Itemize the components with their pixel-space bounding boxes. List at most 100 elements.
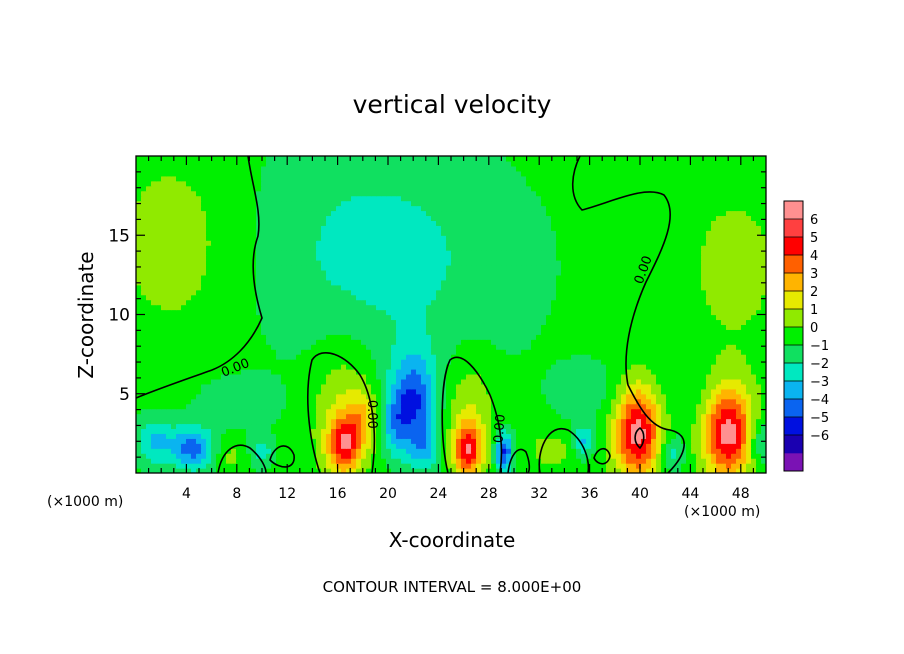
field-cell bbox=[221, 398, 227, 405]
field-cell bbox=[611, 468, 617, 473]
field-cell bbox=[261, 324, 267, 330]
field-cell bbox=[411, 329, 417, 335]
field-cell bbox=[541, 438, 547, 444]
field-cell bbox=[176, 428, 182, 434]
field-cell bbox=[276, 403, 282, 410]
field-cell bbox=[736, 304, 742, 311]
field-cell bbox=[261, 299, 267, 306]
field-cell bbox=[241, 334, 247, 340]
field-cell bbox=[166, 443, 172, 449]
field-cell bbox=[661, 349, 667, 355]
field-cell bbox=[526, 423, 532, 430]
field-cell bbox=[756, 368, 762, 375]
field-cell bbox=[201, 468, 207, 473]
field-cell bbox=[711, 344, 717, 350]
field-cell bbox=[691, 378, 697, 385]
field-cell bbox=[661, 364, 667, 370]
field-cell bbox=[666, 378, 672, 385]
field-cell bbox=[346, 294, 352, 301]
field-cell bbox=[641, 359, 647, 365]
field-cell bbox=[591, 339, 597, 345]
field-cell bbox=[721, 364, 727, 370]
field-cell bbox=[451, 359, 457, 365]
field-cell bbox=[156, 319, 162, 325]
field-cell bbox=[171, 299, 177, 306]
field-cell bbox=[591, 368, 597, 375]
field-cell bbox=[641, 314, 647, 321]
field-cell bbox=[461, 433, 467, 439]
field-cell bbox=[151, 393, 157, 400]
field-cell bbox=[241, 359, 247, 365]
field-cell bbox=[236, 428, 242, 434]
field-cell bbox=[636, 364, 642, 370]
field-cell bbox=[281, 339, 287, 345]
field-cell bbox=[396, 334, 402, 340]
field-cell bbox=[336, 299, 342, 306]
field-cell bbox=[201, 403, 207, 410]
field-cell bbox=[401, 393, 407, 400]
field-cell bbox=[291, 284, 297, 291]
field-cell bbox=[726, 398, 732, 405]
field-cell bbox=[621, 359, 627, 365]
field-cell bbox=[281, 289, 287, 296]
field-cell bbox=[706, 428, 712, 434]
field-cell bbox=[246, 408, 252, 415]
field-cell bbox=[296, 349, 302, 355]
field-cell bbox=[616, 393, 622, 400]
field-cell bbox=[736, 398, 742, 405]
field-cell bbox=[496, 403, 502, 410]
field-cell bbox=[681, 453, 687, 459]
field-cell bbox=[506, 274, 512, 281]
field-cell bbox=[146, 284, 152, 291]
field-cell bbox=[411, 274, 417, 281]
field-cell bbox=[626, 309, 632, 316]
field-cell bbox=[451, 329, 457, 335]
field-cell bbox=[746, 388, 752, 395]
field-cell bbox=[621, 309, 627, 316]
field-cell bbox=[526, 383, 532, 390]
field-cell bbox=[221, 274, 227, 281]
field-cell bbox=[376, 448, 382, 454]
field-cell bbox=[471, 289, 477, 296]
field-cell bbox=[566, 319, 572, 325]
field-cell bbox=[256, 398, 262, 405]
field-cell bbox=[406, 349, 412, 355]
field-cell bbox=[321, 468, 327, 473]
chart-title: vertical velocity bbox=[353, 90, 552, 119]
field-cell bbox=[416, 329, 422, 335]
field-cell bbox=[596, 463, 602, 469]
field-cell bbox=[331, 289, 337, 296]
field-cell bbox=[306, 428, 312, 434]
field-cell bbox=[191, 398, 197, 405]
field-cell bbox=[221, 289, 227, 296]
field-cell bbox=[446, 443, 452, 449]
field-cell bbox=[411, 324, 417, 330]
field-cell bbox=[216, 339, 222, 345]
field-cell bbox=[171, 423, 177, 430]
field-cell bbox=[756, 428, 762, 434]
field-cell bbox=[356, 458, 362, 464]
field-cell bbox=[366, 284, 372, 291]
field-cell bbox=[466, 428, 472, 434]
field-cell bbox=[411, 314, 417, 321]
field-cell bbox=[456, 373, 462, 380]
field-cell bbox=[241, 393, 247, 400]
field-cell bbox=[256, 289, 262, 296]
field-cell bbox=[376, 329, 382, 335]
field-cell bbox=[671, 468, 677, 473]
field-cell bbox=[556, 418, 562, 425]
field-cell bbox=[741, 344, 747, 350]
field-cell bbox=[141, 339, 147, 345]
field-cell bbox=[501, 403, 507, 410]
field-cell bbox=[231, 463, 237, 469]
field-cell bbox=[581, 418, 587, 425]
field-cell bbox=[171, 453, 177, 459]
field-cell bbox=[296, 453, 302, 459]
field-cell bbox=[251, 443, 257, 449]
field-cell bbox=[231, 329, 237, 335]
field-cell bbox=[151, 344, 157, 350]
field-cell bbox=[651, 354, 657, 360]
field-cell bbox=[541, 354, 547, 360]
field-cell bbox=[146, 433, 152, 439]
field-cell bbox=[136, 398, 142, 405]
